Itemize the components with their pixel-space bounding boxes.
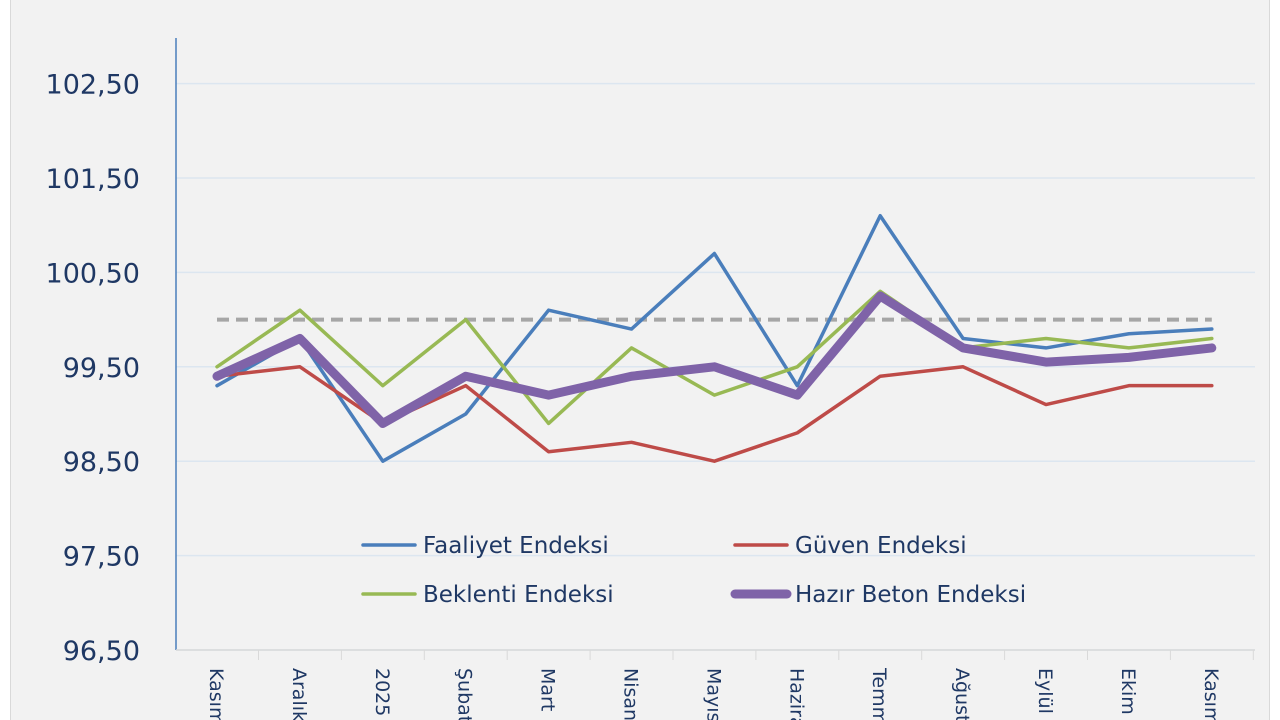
series-line [215, 214, 1214, 463]
x-tick-label: Ekim [1117, 668, 1139, 715]
series-0 [215, 214, 1214, 463]
legend-label: Güven Endeksi [795, 533, 967, 559]
x-tick-label: 2025 [371, 668, 393, 716]
series-1 [215, 365, 1214, 463]
x-axis-ticks: Kasım Aralık 2025 Şubat Mart Nisan Mayıs Hazira… [205, 650, 1254, 720]
x-tick-label: Şubat [454, 668, 476, 720]
y-tick-label: 96,50 [63, 636, 140, 667]
legend: Faaliyet Endeksi Güven Endeksi Beklenti En… [361, 533, 1026, 608]
series-line [215, 365, 1214, 463]
y-axis-ticks: 96,50 97,50 98,50 99,50 100,50 101,50 102,50 [46, 70, 140, 667]
x-tick-label: Eylül [1034, 668, 1056, 714]
legend-label: Faaliyet Endeksi [423, 533, 609, 559]
x-tick-label: Kasım [205, 668, 227, 720]
series-2 [215, 289, 1214, 426]
x-tick-label: Mayıs [702, 668, 724, 720]
y-tick-label: 98,50 [63, 447, 140, 478]
series-3 [212, 291, 1217, 428]
series-lines [212, 214, 1217, 463]
x-tick-label: Nisan [620, 668, 642, 720]
x-tick-label: Mart [537, 668, 559, 711]
x-tick-label: Haziran [785, 668, 807, 720]
x-tick-label: Ağustos [951, 668, 973, 720]
x-tick-label: Kasım [1200, 668, 1222, 720]
y-tick-label: 102,50 [46, 70, 140, 101]
series-line [212, 291, 1217, 428]
legend-label: Beklenti Endeksi [423, 582, 614, 608]
legend-label: Hazır Beton Endeksi [795, 582, 1026, 608]
y-tick-label: 100,50 [46, 258, 140, 289]
x-tick-label: Temmuz [868, 667, 890, 720]
x-tick-label: Aralık [288, 668, 310, 720]
y-tick-label: 99,50 [63, 353, 140, 384]
y-tick-label: 101,50 [46, 164, 140, 195]
y-tick-label: 97,50 [63, 542, 140, 573]
